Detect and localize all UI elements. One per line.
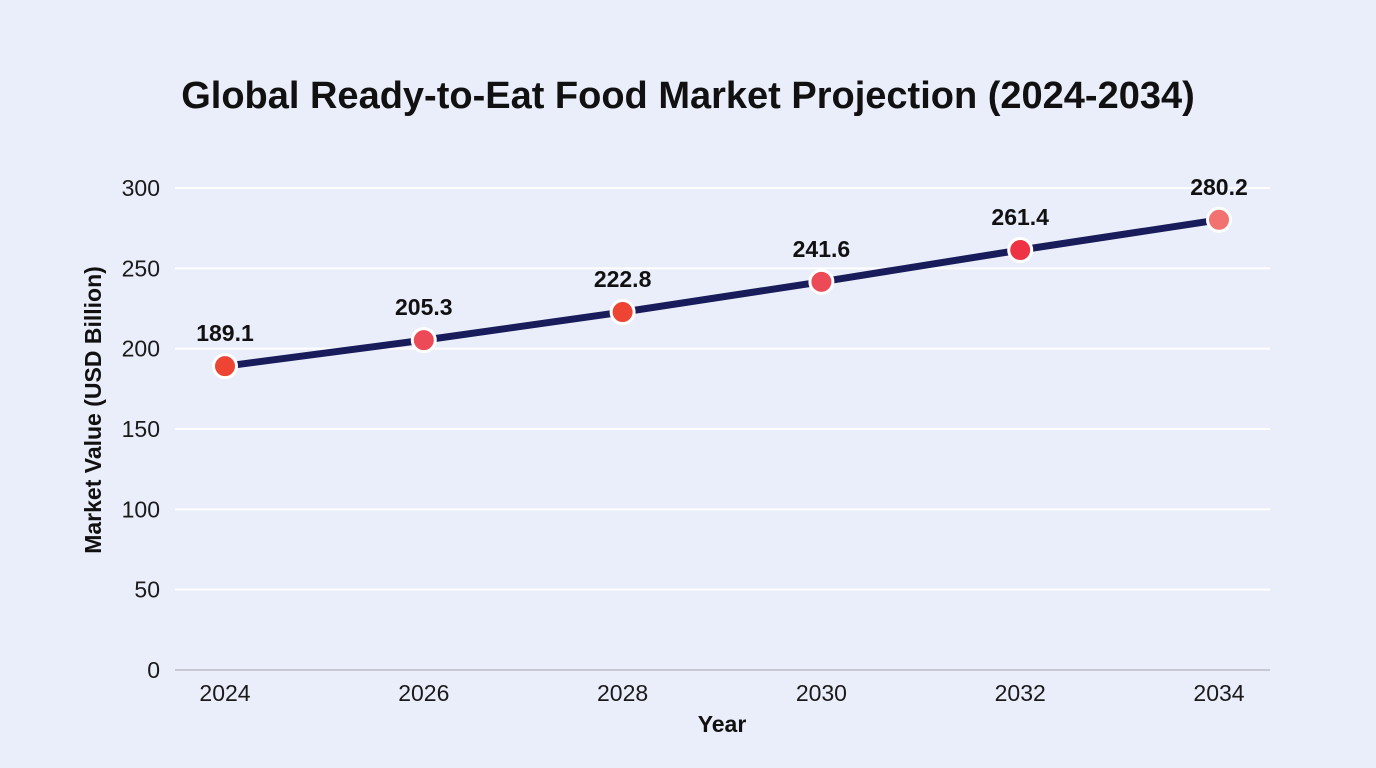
data-label: 280.2 xyxy=(1190,174,1248,200)
data-label: 261.4 xyxy=(991,204,1049,230)
y-tick-label: 100 xyxy=(122,496,160,522)
data-point xyxy=(212,353,238,380)
data-point xyxy=(410,327,437,354)
y-tick-label: 150 xyxy=(122,416,160,442)
grid xyxy=(175,187,1270,591)
data-point xyxy=(1007,237,1034,264)
x-axis-ticks: 2024 2026 2028 2030 2032 2034 xyxy=(199,680,1244,706)
x-axis-title: Year xyxy=(698,711,747,737)
x-tick-label: 2034 xyxy=(1193,680,1244,706)
y-axis-ticks: 0 50 100 150 200 250 300 xyxy=(122,175,160,683)
x-tick-label: 2032 xyxy=(995,680,1046,706)
data-label: 241.6 xyxy=(793,236,851,262)
data-point xyxy=(609,299,636,326)
series xyxy=(212,206,1232,380)
y-tick-label: 200 xyxy=(122,336,160,362)
y-tick-label: 0 xyxy=(147,657,160,683)
data-point xyxy=(808,268,835,295)
y-tick-label: 300 xyxy=(122,175,160,201)
data-point xyxy=(1206,206,1232,233)
x-tick-label: 2024 xyxy=(199,680,250,706)
y-axis-title: Market Value (USD Billion) xyxy=(80,266,106,554)
data-label: 205.3 xyxy=(395,294,453,320)
series-line xyxy=(221,216,1223,370)
data-label: 189.1 xyxy=(196,320,254,346)
data-labels: 189.1 205.3 222.8 241.6 261.4 280.2 xyxy=(196,174,1248,346)
y-tick-label: 50 xyxy=(134,577,160,603)
x-tick-label: 2028 xyxy=(597,680,648,706)
x-tick-label: 2030 xyxy=(796,680,847,706)
x-tick-label: 2026 xyxy=(398,680,449,706)
y-tick-label: 250 xyxy=(122,255,160,281)
data-label: 222.8 xyxy=(594,266,652,292)
chart-title: Global Ready-to-Eat Food Market Projecti… xyxy=(181,75,1195,117)
